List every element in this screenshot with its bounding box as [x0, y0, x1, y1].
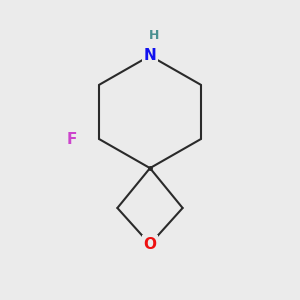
Text: N: N	[144, 48, 156, 63]
Text: H: H	[148, 29, 159, 42]
Text: F: F	[67, 132, 77, 147]
Text: O: O	[143, 237, 157, 252]
